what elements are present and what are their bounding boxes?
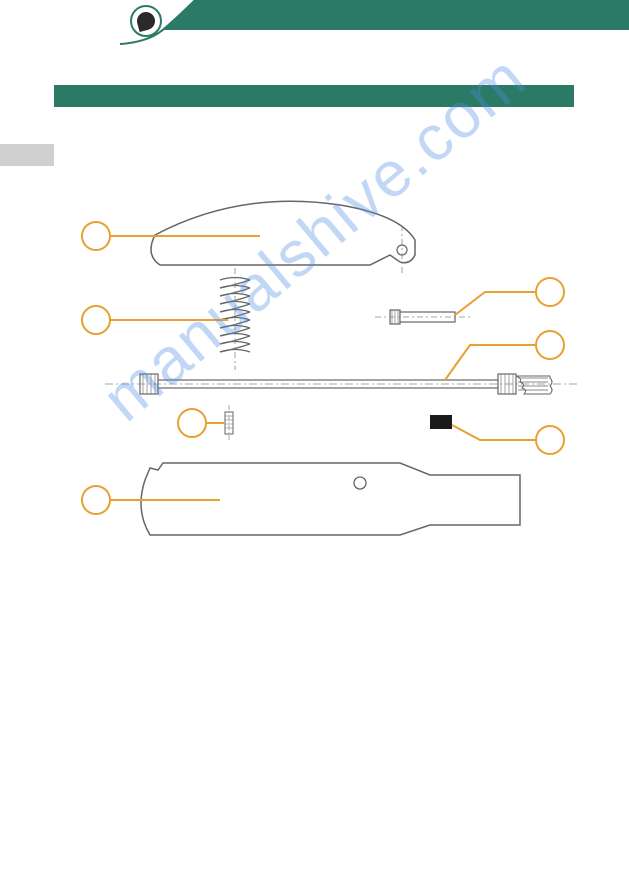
part-upper-blade bbox=[151, 201, 415, 265]
callout-1 bbox=[82, 222, 110, 250]
callout-5 bbox=[536, 278, 564, 306]
parts-diagram bbox=[60, 180, 590, 660]
header-swoosh bbox=[0, 0, 200, 48]
part-rubber-pad bbox=[430, 415, 452, 429]
title-bar bbox=[54, 85, 574, 107]
logo-icon bbox=[135, 10, 157, 32]
logo bbox=[130, 5, 162, 37]
side-tab bbox=[0, 144, 54, 166]
callout-3 bbox=[178, 409, 206, 437]
callout-4 bbox=[82, 486, 110, 514]
callout-6 bbox=[536, 331, 564, 359]
callout-7 bbox=[536, 426, 564, 454]
callout-2 bbox=[82, 306, 110, 334]
